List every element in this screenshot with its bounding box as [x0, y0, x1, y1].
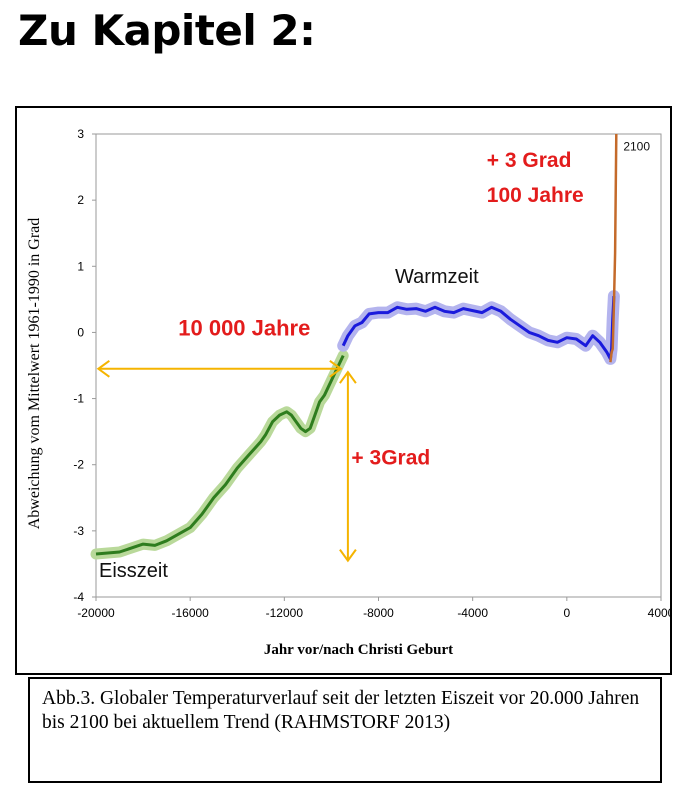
- series-holocene-band: [337, 290, 620, 365]
- span-arrow-head-left: [96, 359, 110, 378]
- temperature-chart: 3 2 1 0 -1 -2 -3 -4 -20000 -16000 -12000 -8000 -4000…: [26, 127, 670, 658]
- year-2100-label: 2100: [623, 140, 650, 154]
- warm-period-label: Warmzeit: [395, 266, 479, 288]
- figure-caption: Abb.3. Globaler Temperaturverlauf seit d…: [28, 677, 662, 783]
- y-axis-label: Abweichung vom Mittelwert 1961-1990 in G…: [26, 218, 43, 530]
- y-tick-label: 1: [77, 259, 84, 273]
- figure-frame: 3 2 1 0 -1 -2 -3 -4 -20000 -16000 -12000 -8000 -4000…: [15, 106, 672, 675]
- page-heading: Zu Kapitel 2:: [18, 6, 316, 55]
- y-tick-label: 3: [77, 127, 84, 141]
- series-holocene: [341, 296, 616, 361]
- rise-arrow-head-top: [339, 370, 357, 384]
- x-tick-label: -8000: [363, 606, 394, 620]
- y-tick-label: -1: [73, 392, 84, 406]
- ice-age-label: Eisszeit: [99, 560, 168, 582]
- series-ice-age: [95, 354, 345, 556]
- x-tick-label: -4000: [457, 606, 488, 620]
- projection-label-1: + 3 Grad: [487, 149, 572, 172]
- y-tick-label: -2: [73, 458, 84, 472]
- rise-arrow-head-bottom: [339, 549, 357, 563]
- x-tick-label: -20000: [77, 606, 115, 620]
- x-tick-label: -16000: [171, 606, 209, 620]
- series-ice-age-band: [90, 350, 349, 560]
- x-axis-label: Jahr vor/nach Christi Geburt: [264, 642, 453, 658]
- x-tick-label: 4000: [648, 606, 670, 620]
- series-projection: [609, 133, 618, 363]
- y-tick-label: -4: [73, 590, 84, 604]
- y-tick-label: -3: [73, 524, 84, 538]
- y-tick-label: 0: [77, 325, 84, 339]
- span-arrow-head-right: [329, 359, 343, 378]
- y-tick-label: 2: [77, 193, 84, 207]
- span-label: 10 000 Jahre: [178, 316, 310, 341]
- x-tick-label: 0: [563, 606, 570, 620]
- x-tick-label: -12000: [266, 606, 304, 620]
- rise-label: + 3Grad: [351, 447, 430, 470]
- projection-label-2: 100 Jahre: [487, 184, 584, 207]
